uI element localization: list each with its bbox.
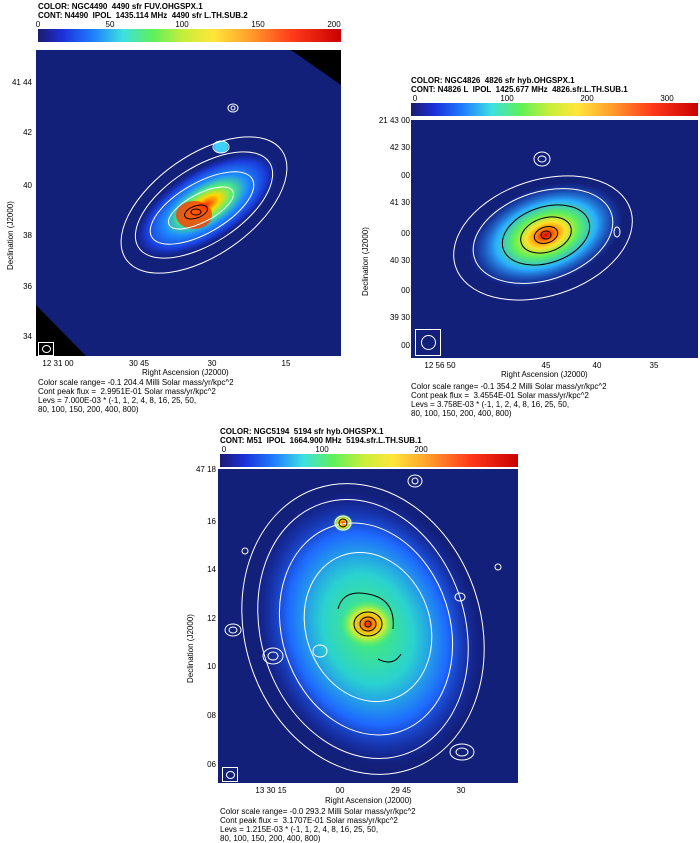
x-tick: 40 [592, 361, 602, 370]
beam-ellipse [421, 335, 436, 350]
y-tick: 42 [23, 128, 32, 137]
y-tick: 12 [207, 614, 216, 623]
cbar-tick: 50 [105, 20, 115, 29]
colorbar [38, 29, 341, 42]
cbar-tick: 100 [500, 94, 514, 103]
x-tick: 12 31 00 [42, 359, 74, 368]
cbar-tick: 0 [35, 20, 41, 29]
beam-box [222, 767, 238, 782]
footer-range: Color scale range= -0.1 204.4 Milli Sola… [38, 378, 234, 387]
y-tick: 00 [401, 286, 410, 295]
y-tick: 42 30 [389, 143, 410, 152]
cbar-tick: 100 [175, 20, 189, 29]
y-tick: 14 [207, 565, 216, 574]
footer-levs-cont: 80, 100, 150, 200, 400, 800) [411, 409, 512, 418]
footer-peak: Cont peak flux = 3.1707E-01 Solar mass/y… [220, 816, 398, 825]
cbar-tick: 0 [221, 445, 227, 454]
x-tick: 30 [456, 786, 466, 795]
image-ngc5194 [218, 469, 518, 783]
x-tick: 00 [335, 786, 345, 795]
y-tick: 00 [401, 341, 410, 350]
color-line: COLOR: NGC5194 5194 sfr hyb.OHGSPX.1 [220, 427, 384, 436]
image-ngc4490 [36, 50, 341, 356]
colorbar-ticks: 0 100 200 300 [411, 94, 698, 103]
beam-box [415, 329, 441, 356]
cbar-tick: 0 [412, 94, 418, 103]
cont-line: CONT: N4490 IPOL 1435.114 MHz 4490 sfr L… [38, 11, 248, 20]
y-tick: 34 [23, 332, 32, 341]
y-axis-label: Declination (J2000) [361, 227, 370, 296]
x-tick: 29 45 [390, 786, 412, 795]
footer-levs-cont: 80, 100, 150, 200, 400, 800) [38, 405, 139, 414]
y-tick: 10 [207, 662, 216, 671]
cbar-tick: 300 [660, 94, 674, 103]
colorbar [411, 103, 698, 116]
y-tick: 39 30 [389, 313, 410, 322]
cbar-tick: 200 [580, 94, 594, 103]
cont-line: CONT: N4826 L IPOL 1425.677 MHz 4826.sfr… [411, 85, 628, 94]
x-tick: 13 30 15 [255, 786, 287, 795]
x-tick: 30 [207, 359, 217, 368]
footer-peak: Cont peak flux = 3.4554E-01 Solar mass/y… [411, 391, 589, 400]
y-tick: 47 18 [195, 465, 216, 474]
y-tick: 40 30 [389, 256, 410, 265]
x-tick: 45 [541, 361, 551, 370]
y-tick: 36 [23, 282, 32, 291]
cont-line: CONT: M51 IPOL 1664.900 MHz 5194.sfr.L.T… [220, 436, 422, 445]
x-axis-label: Right Ascension (J2000) [325, 796, 412, 805]
cbar-tick: 150 [251, 20, 265, 29]
cbar-tick: 200 [327, 20, 341, 29]
footer-peak: Cont peak flux = 2.9951E-01 Solar mass/y… [38, 387, 216, 396]
y-tick: 38 [23, 231, 32, 240]
colorbar-ticks: 0 50 100 150 200 [35, 20, 341, 29]
galaxy-map [36, 50, 341, 356]
y-axis-label: Declination (J2000) [186, 614, 195, 683]
x-axis-label: Right Ascension (J2000) [142, 368, 229, 377]
footer-levs: Levs = 1.215E-03 * (-1, 1, 2, 4, 8, 16, … [220, 825, 379, 834]
y-tick: 41 30 [389, 198, 410, 207]
y-tick: 40 [23, 181, 32, 190]
y-tick: 41 44 [11, 78, 32, 87]
color-line: COLOR: NGC4490 4490 sfr FUV.OHGSPX.1 [38, 2, 203, 11]
footer-range: Color scale range= -0.0 293.2 Milli Sola… [220, 807, 416, 816]
y-tick: 06 [207, 760, 216, 769]
cbar-tick: 200 [414, 445, 428, 454]
x-tick: 15 [281, 359, 291, 368]
footer-levs: Levs = 3.758E-03 * (-1, 1, 2, 4, 8, 16, … [411, 400, 570, 409]
y-tick: 00 [401, 171, 410, 180]
galaxy-map [453, 151, 633, 301]
footer-range: Color scale range= -0.1 354.2 Milli Sola… [411, 382, 607, 391]
beam-box [38, 342, 54, 356]
y-tick: 21 43 00 [378, 116, 410, 125]
y-axis-label: Declination (J2000) [6, 201, 15, 270]
y-tick: 08 [207, 711, 216, 720]
beam-ellipse [42, 345, 51, 353]
image-ngc4826 [411, 120, 698, 358]
cbar-tick: 100 [315, 445, 329, 454]
y-tick: 16 [207, 517, 216, 526]
color-line: COLOR: NGC4826 4826 sfr hyb.OHGSPX.1 [411, 76, 575, 85]
x-tick: 35 [649, 361, 659, 370]
beam-ellipse [226, 771, 235, 779]
footer-levs-cont: 80, 100, 150, 200, 400, 800) [220, 834, 321, 843]
footer-levs: Levs = 7.000E-03 * (-1, 1, 2, 4, 8, 16, … [38, 396, 197, 405]
x-tick: 12 56 50 [424, 361, 456, 370]
x-axis-label: Right Ascension (J2000) [501, 370, 588, 379]
colorbar-ticks: 0 100 200 [220, 445, 518, 454]
y-tick: 00 [401, 229, 410, 238]
galaxy-map [224, 474, 502, 775]
colorbar [220, 454, 518, 467]
x-tick: 30 45 [128, 359, 150, 368]
